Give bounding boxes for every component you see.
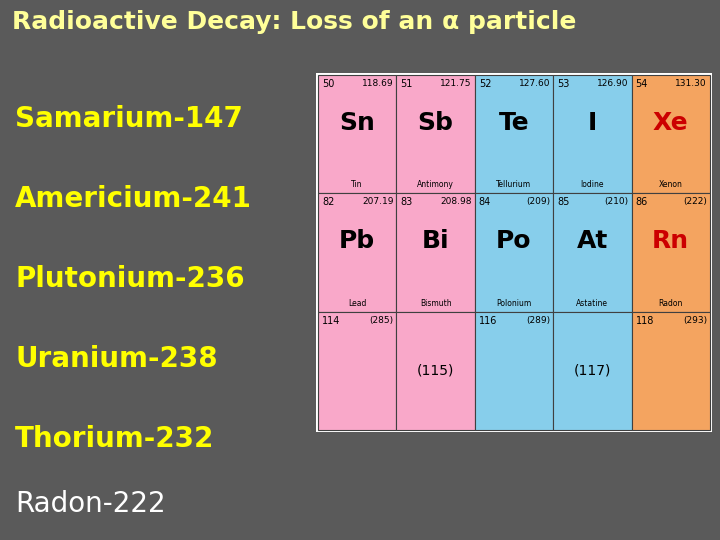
Text: Sb: Sb — [418, 111, 454, 134]
Text: Samarium-147: Samarium-147 — [15, 105, 243, 133]
Bar — [474, 75, 553, 193]
Text: Plutonium-236: Plutonium-236 — [15, 265, 245, 293]
Text: Bi: Bi — [422, 229, 449, 253]
Text: Rn: Rn — [652, 229, 689, 253]
Bar — [553, 193, 631, 312]
Text: 83: 83 — [400, 197, 413, 207]
Text: (117): (117) — [574, 364, 611, 378]
Text: Uranium-238: Uranium-238 — [15, 345, 217, 373]
Text: 207.19: 207.19 — [362, 197, 393, 206]
Bar — [397, 193, 474, 312]
Text: 114: 114 — [322, 316, 341, 326]
Bar — [397, 75, 474, 193]
Text: Xe: Xe — [653, 111, 688, 134]
Text: 116: 116 — [479, 316, 498, 326]
Text: Radon-222: Radon-222 — [15, 490, 166, 518]
Text: 208.98: 208.98 — [441, 197, 472, 206]
Bar — [316, 73, 712, 432]
Text: 82: 82 — [322, 197, 334, 207]
Text: Astatine: Astatine — [577, 299, 608, 308]
Text: 86: 86 — [636, 197, 648, 207]
Bar — [318, 312, 397, 430]
Text: Po: Po — [496, 229, 532, 253]
Text: Lead: Lead — [348, 299, 366, 308]
Text: 131.30: 131.30 — [675, 79, 707, 88]
Text: Radioactive Decay: Loss of an α particle: Radioactive Decay: Loss of an α particle — [12, 10, 577, 34]
Text: 50: 50 — [322, 79, 334, 89]
Text: Sn: Sn — [339, 111, 375, 134]
Bar — [474, 312, 553, 430]
Text: Tin: Tin — [351, 180, 363, 190]
Bar — [397, 312, 474, 430]
Text: Te: Te — [499, 111, 529, 134]
Text: (289): (289) — [526, 316, 550, 325]
Text: (293): (293) — [683, 316, 707, 325]
Text: (209): (209) — [526, 197, 550, 206]
Text: 53: 53 — [557, 79, 570, 89]
Text: Polonium: Polonium — [496, 299, 531, 308]
Text: 52: 52 — [479, 79, 491, 89]
Text: 85: 85 — [557, 197, 570, 207]
Text: 118.69: 118.69 — [361, 79, 393, 88]
Bar — [553, 312, 631, 430]
Text: Antimony: Antimony — [417, 180, 454, 190]
Bar — [631, 193, 710, 312]
Text: (115): (115) — [417, 364, 454, 378]
Text: Bismuth: Bismuth — [420, 299, 451, 308]
Text: At: At — [577, 229, 608, 253]
Text: 54: 54 — [636, 79, 648, 89]
Text: 51: 51 — [400, 79, 413, 89]
Text: Iodine: Iodine — [580, 180, 604, 190]
Text: I: I — [588, 111, 597, 134]
Text: Tellurium: Tellurium — [496, 180, 531, 190]
Text: 84: 84 — [479, 197, 491, 207]
Bar — [553, 75, 631, 193]
Text: (210): (210) — [605, 197, 629, 206]
Text: (222): (222) — [683, 197, 707, 206]
Text: 118: 118 — [636, 316, 654, 326]
Bar — [474, 193, 553, 312]
Text: Xenon: Xenon — [659, 180, 683, 190]
Text: 121.75: 121.75 — [441, 79, 472, 88]
Text: Americium-241: Americium-241 — [15, 185, 252, 213]
Bar — [631, 75, 710, 193]
Bar — [318, 193, 397, 312]
Text: Thorium-232: Thorium-232 — [15, 425, 215, 453]
Bar — [631, 312, 710, 430]
Text: Radon: Radon — [659, 299, 683, 308]
Text: 127.60: 127.60 — [518, 79, 550, 88]
Text: (285): (285) — [369, 316, 393, 325]
Bar — [318, 75, 397, 193]
Text: 126.90: 126.90 — [597, 79, 629, 88]
Text: Pb: Pb — [339, 229, 375, 253]
